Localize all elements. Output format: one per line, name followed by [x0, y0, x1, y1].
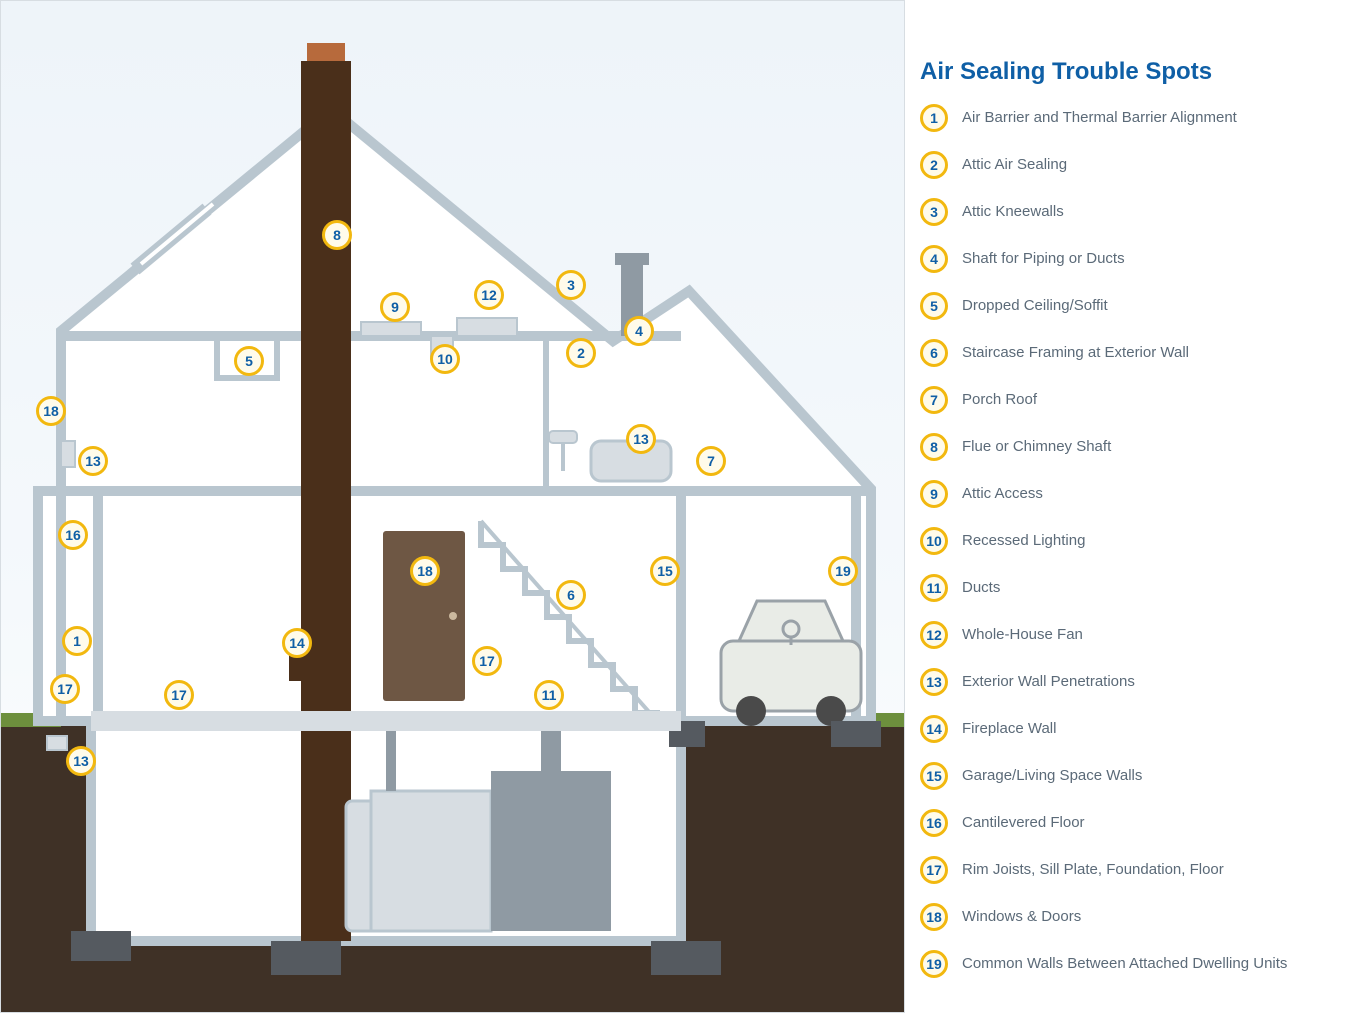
diagram-marker-19: 19	[828, 556, 858, 586]
legend-label: Staircase Framing at Exterior Wall	[962, 339, 1189, 363]
legend-item-16: 16 Cantilevered Floor	[920, 809, 1330, 837]
diagram-marker-1: 1	[62, 626, 92, 656]
legend-number: 7	[920, 386, 948, 414]
legend-label: Air Barrier and Thermal Barrier Alignmen…	[962, 104, 1237, 128]
diagram-marker-18: 18	[410, 556, 440, 586]
legend-item-9: 9 Attic Access	[920, 480, 1330, 508]
legend-number: 9	[920, 480, 948, 508]
legend-number: 8	[920, 433, 948, 461]
legend-label: Exterior Wall Penetrations	[962, 668, 1135, 692]
diagram-marker-8: 8	[322, 220, 352, 250]
legend-item-14: 14 Fireplace Wall	[920, 715, 1330, 743]
legend-label: Rim Joists, Sill Plate, Foundation, Floo…	[962, 856, 1224, 880]
diagram-marker-13: 13	[626, 424, 656, 454]
legend-label: Windows & Doors	[962, 903, 1081, 927]
legend-item-7: 7 Porch Roof	[920, 386, 1330, 414]
canvas: 859123102418131371618615191141717171113 …	[0, 0, 1350, 1013]
legend-number: 15	[920, 762, 948, 790]
house-svg	[1, 1, 905, 1013]
legend-item-2: 2 Attic Air Sealing	[920, 151, 1330, 179]
diagram-marker-12: 12	[474, 280, 504, 310]
legend-number: 1	[920, 104, 948, 132]
diagram-marker-7: 7	[696, 446, 726, 476]
diagram-marker-18: 18	[36, 396, 66, 426]
diagram-marker-11: 11	[534, 680, 564, 710]
legend-number: 16	[920, 809, 948, 837]
diagram-marker-4: 4	[624, 316, 654, 346]
diagram-marker-17: 17	[50, 674, 80, 704]
legend-item-1: 1 Air Barrier and Thermal Barrier Alignme…	[920, 104, 1330, 132]
legend-list: 1 Air Barrier and Thermal Barrier Alignme…	[920, 104, 1330, 978]
legend-label: Common Walls Between Attached Dwelling U…	[962, 950, 1287, 974]
legend-item-10: 10 Recessed Lighting	[920, 527, 1330, 555]
legend-label: Ducts	[962, 574, 1000, 598]
diagram-marker-2: 2	[566, 338, 596, 368]
diagram-marker-5: 5	[234, 346, 264, 376]
diagram-marker-3: 3	[556, 270, 586, 300]
legend-number: 4	[920, 245, 948, 273]
legend-number: 10	[920, 527, 948, 555]
legend-item-15: 15 Garage/Living Space Walls	[920, 762, 1330, 790]
legend-item-12: 12 Whole-House Fan	[920, 621, 1330, 649]
legend-label: Shaft for Piping or Ducts	[962, 245, 1125, 269]
diagram-marker-15: 15	[650, 556, 680, 586]
legend-label: Whole-House Fan	[962, 621, 1083, 645]
diagram-marker-13: 13	[66, 746, 96, 776]
legend-label: Garage/Living Space Walls	[962, 762, 1142, 786]
legend-number: 11	[920, 574, 948, 602]
legend-number: 6	[920, 339, 948, 367]
diagram-marker-6: 6	[556, 580, 586, 610]
legend-item-5: 5 Dropped Ceiling/Soffit	[920, 292, 1330, 320]
legend-label: Attic Air Sealing	[962, 151, 1067, 175]
legend-number: 12	[920, 621, 948, 649]
legend-item-11: 11 Ducts	[920, 574, 1330, 602]
legend-title: Air Sealing Trouble Spots	[920, 58, 1330, 86]
legend: Air Sealing Trouble Spots 1 Air Barrier a…	[920, 58, 1330, 997]
legend-item-18: 18 Windows & Doors	[920, 903, 1330, 931]
legend-number: 19	[920, 950, 948, 978]
diagram-marker-17: 17	[472, 646, 502, 676]
legend-item-17: 17 Rim Joists, Sill Plate, Foundation, Fl…	[920, 856, 1330, 884]
diagram-marker-17: 17	[164, 680, 194, 710]
legend-item-6: 6 Staircase Framing at Exterior Wall	[920, 339, 1330, 367]
legend-label: Cantilevered Floor	[962, 809, 1085, 833]
legend-number: 14	[920, 715, 948, 743]
legend-number: 2	[920, 151, 948, 179]
legend-item-3: 3 Attic Kneewalls	[920, 198, 1330, 226]
legend-item-19: 19 Common Walls Between Attached Dwelling…	[920, 950, 1330, 978]
legend-label: Recessed Lighting	[962, 527, 1085, 551]
diagram-marker-13: 13	[78, 446, 108, 476]
diagram-marker-9: 9	[380, 292, 410, 322]
legend-number: 17	[920, 856, 948, 884]
legend-label: Attic Access	[962, 480, 1043, 504]
legend-item-4: 4 Shaft for Piping or Ducts	[920, 245, 1330, 273]
legend-number: 13	[920, 668, 948, 696]
house-diagram: 8 5 9 12 3 10 24 18 13 13 7 16 18 6 15 19 1 14 17 17 17 11 13	[0, 0, 905, 1013]
legend-label: Dropped Ceiling/Soffit	[962, 292, 1108, 316]
legend-label: Porch Roof	[962, 386, 1037, 410]
legend-item-13: 13 Exterior Wall Penetrations	[920, 668, 1330, 696]
legend-item-8: 8 Flue or Chimney Shaft	[920, 433, 1330, 461]
legend-label: Attic Kneewalls	[962, 198, 1064, 222]
legend-number: 5	[920, 292, 948, 320]
legend-number: 3	[920, 198, 948, 226]
legend-label: Fireplace Wall	[962, 715, 1056, 739]
diagram-marker-16: 16	[58, 520, 88, 550]
diagram-marker-10: 10	[430, 344, 460, 374]
legend-number: 18	[920, 903, 948, 931]
legend-label: Flue or Chimney Shaft	[962, 433, 1111, 457]
diagram-marker-14: 14	[282, 628, 312, 658]
